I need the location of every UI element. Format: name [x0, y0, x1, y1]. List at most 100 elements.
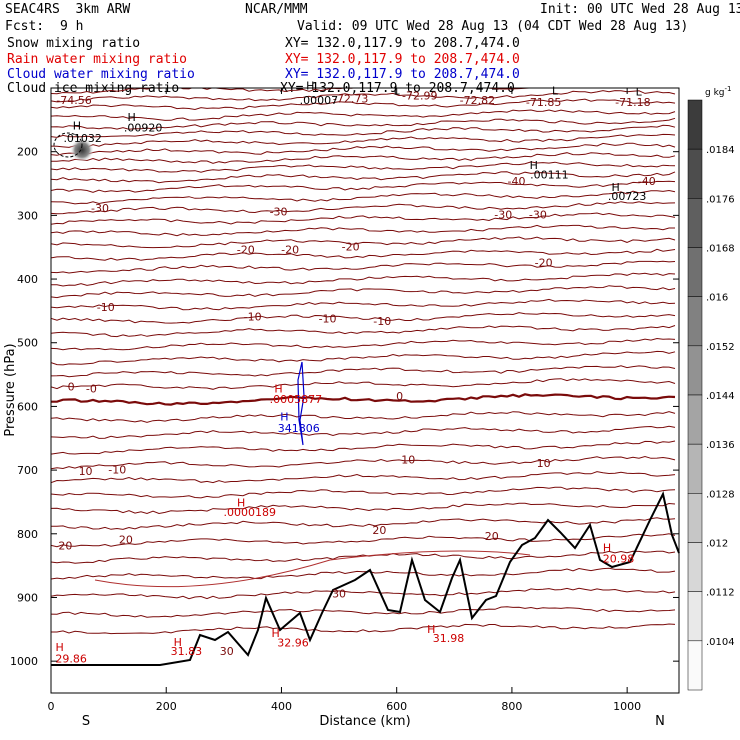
x-tick-label: 1000	[613, 700, 641, 713]
isotherm-line	[51, 285, 676, 299]
isotherm-line	[51, 272, 676, 287]
y-tick-label: 800	[17, 528, 38, 541]
isotherm-label: -10	[97, 301, 115, 314]
isotherm-line	[51, 455, 676, 470]
extremum-label: H	[530, 159, 538, 172]
colorbar-swatch	[687, 493, 703, 543]
colorbar-swatch	[687, 198, 703, 248]
y-tick-label: 300	[17, 209, 38, 222]
isotherm-line	[51, 298, 676, 311]
field-cloud-water-xy: XY= 132.0,117.9 to 208.7,474.0	[285, 67, 520, 82]
extremum-label: 29.86	[55, 652, 87, 665]
isotherm-label: -30	[91, 202, 109, 215]
isotherm-line	[51, 502, 676, 515]
model-title: SEAC4RS 3km ARW	[5, 2, 131, 17]
isotherm-line	[51, 117, 676, 130]
isotherm-label: 10	[79, 465, 93, 478]
field-snow: Snow mixing ratio	[7, 36, 141, 51]
isotherm-label: 0	[68, 381, 75, 394]
isotherm-line	[51, 236, 676, 249]
isotherm-label: -72.99	[402, 89, 437, 102]
x-tick-label: 0	[48, 700, 55, 713]
isotherm-label: -10	[373, 315, 391, 328]
x-axis-label: Distance (km)	[319, 714, 410, 729]
isotherm-line	[51, 425, 676, 439]
colorbar-swatch	[687, 542, 703, 592]
colorbar-label: .0168	[706, 244, 735, 255]
isotherm-line	[51, 161, 676, 173]
isotherm-label: -30	[494, 209, 512, 222]
extremum-label: H	[56, 641, 64, 654]
isotherm-line	[51, 365, 676, 378]
cloud-water-contour	[297, 361, 305, 446]
colorbar-unit: g kg-1	[705, 85, 731, 98]
extremum-label: H	[280, 410, 288, 423]
extremum-label: H	[237, 496, 245, 509]
axes: 0 200 400 600 800 100020030040050060070080090…	[10, 88, 679, 713]
isotherm-label: -72.82	[460, 94, 495, 107]
isotherm-line	[51, 550, 676, 564]
isotherm-label: -30	[529, 209, 547, 222]
init-time: Init: 00 UTC Wed 28 Aug 13	[540, 2, 740, 17]
x-tick-label: 200	[156, 700, 177, 713]
plot-frame	[50, 87, 680, 694]
isotherm-label: -71.18	[615, 96, 650, 109]
isotherm-line	[51, 201, 676, 215]
isotherm-line	[51, 587, 676, 600]
field-rain: Rain water mixing ratio	[7, 52, 188, 67]
isotherm-label: -10	[244, 310, 262, 323]
extremum-label: H	[603, 542, 611, 555]
colorbar-label: .0136	[706, 440, 735, 451]
extremum-label: 31.83	[171, 645, 203, 658]
isotherm-line	[51, 411, 676, 423]
isotherm-label: 20	[485, 530, 499, 543]
isotherm-label: -40	[638, 175, 656, 188]
y-tick-label: 400	[17, 273, 38, 286]
isotherm-line	[51, 325, 676, 338]
isotherm-label: -0	[86, 382, 97, 395]
extremum-label: 341806	[278, 422, 320, 435]
terrain-line	[51, 491, 680, 666]
extremum-label: 20.98	[603, 552, 635, 565]
isotherm-line	[51, 189, 676, 205]
extremum-label: L	[636, 86, 643, 99]
isotherm-line	[51, 312, 676, 324]
isotherm-line	[51, 180, 676, 193]
isotherm-line	[51, 471, 676, 484]
extremum-label: H	[128, 111, 136, 124]
valid-time: Valid: 09 UTC Wed 28 Aug 13 (04 CDT Wed …	[297, 19, 689, 34]
x-tick-label: 400	[271, 700, 292, 713]
y-tick-label: 700	[17, 464, 38, 477]
isotherm-line	[51, 350, 676, 366]
extremum-label: H	[427, 623, 435, 636]
fcst-value: 9 h	[60, 19, 84, 34]
isotherm-line	[51, 260, 676, 274]
colorbar-label: .0144	[706, 391, 735, 402]
isotherm-line	[51, 533, 676, 548]
y-tick-label: 200	[17, 146, 38, 159]
isotherm-line	[51, 124, 676, 138]
isotherm-label: -20	[535, 256, 553, 269]
colorbar-swatch	[687, 591, 703, 642]
temperature-contours	[51, 88, 676, 635]
isotherm-line	[51, 212, 676, 225]
isotherm-label: -20	[237, 244, 255, 257]
y-tick-label: 600	[17, 400, 38, 413]
x-end-label-south: S	[82, 714, 90, 729]
extremum-label: H	[306, 79, 314, 92]
colorbar-label: .012	[706, 539, 728, 550]
isotherm-line	[51, 337, 676, 351]
colorbar-swatch	[687, 247, 703, 297]
colorbar: .0184 .0176 .0168 .016 .0152 .0144 .0136 .0128.…	[687, 99, 735, 691]
isotherm-label: -20	[281, 244, 299, 257]
colorbar-label: .0112	[706, 588, 735, 599]
extremum-label: .0005877	[270, 393, 323, 406]
isotherm-line	[51, 133, 676, 148]
isotherm-label: -30	[270, 205, 288, 218]
field-cloud-water: Cloud water mixing ratio	[7, 67, 195, 82]
colorbar-swatch	[687, 296, 703, 347]
snow-max-shading	[70, 138, 94, 162]
extremum-label: H	[174, 636, 182, 649]
extremum-label: .01032	[63, 132, 102, 145]
